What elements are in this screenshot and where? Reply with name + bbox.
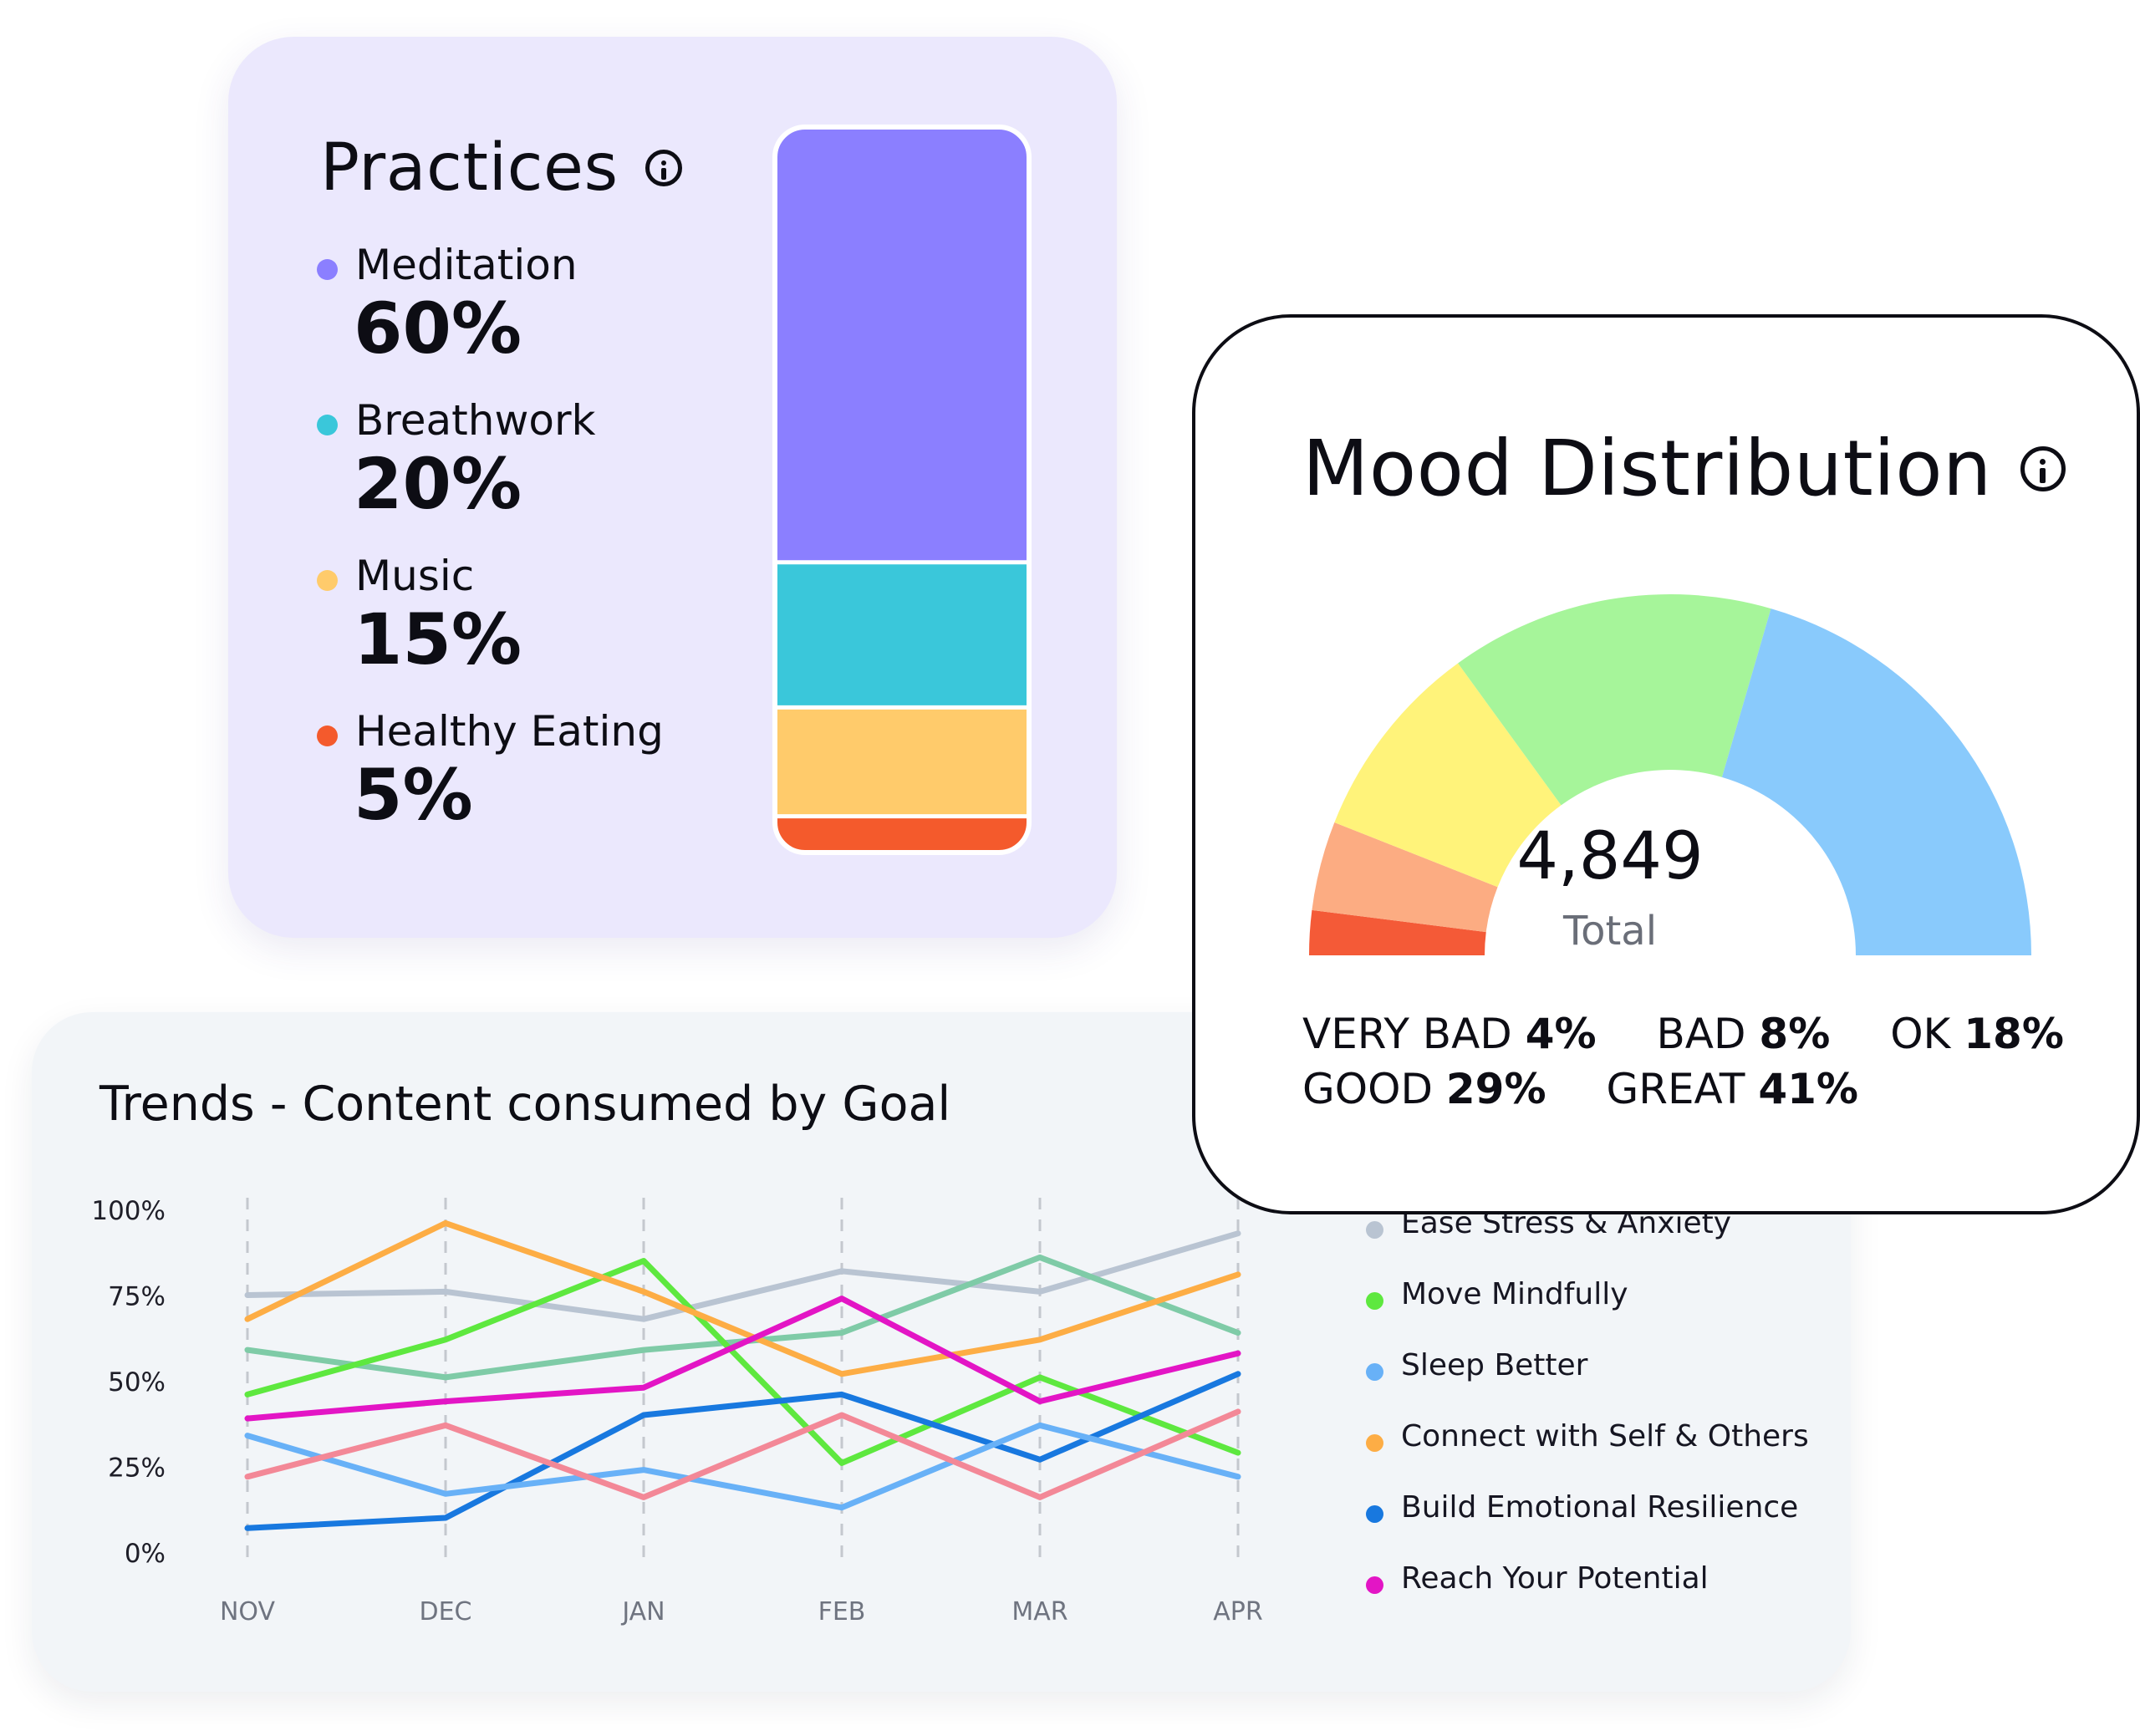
mood-gauge bbox=[1309, 594, 2031, 955]
info-icon[interactable] bbox=[2020, 445, 2066, 491]
x-tick-label: NOV bbox=[220, 1597, 276, 1627]
series-line-6[interactable] bbox=[244, 1422, 1241, 1511]
mood-stat-bad: BAD 8% bbox=[1656, 1010, 1831, 1058]
practice-label: Healthy Eating bbox=[355, 707, 664, 756]
gauge-segment-very-bad[interactable] bbox=[1309, 909, 1486, 955]
y-tick-label: 25% bbox=[108, 1453, 166, 1484]
mood-total-label: Total bbox=[1562, 908, 1658, 955]
mood-stat-great: GREAT 41% bbox=[1606, 1065, 1859, 1113]
series-line-3[interactable] bbox=[244, 1219, 1241, 1377]
legend-swatch bbox=[1366, 1505, 1383, 1523]
series-line-4[interactable] bbox=[244, 1296, 1241, 1422]
trend-legend-label: Reach Your Potential bbox=[1401, 1561, 1709, 1596]
y-tick-label: 50% bbox=[108, 1367, 166, 1397]
practice-label: Music bbox=[355, 552, 475, 600]
series-line-0[interactable] bbox=[244, 1230, 1241, 1322]
legend-swatch bbox=[317, 725, 338, 746]
mood-distribution-card: Mood Distribution 4,849 Total VERY BAD 4… bbox=[1192, 314, 2140, 1214]
bar-segment-music[interactable] bbox=[775, 707, 1029, 817]
bar-segment-healthy-eating[interactable] bbox=[775, 816, 1029, 853]
trend-legend-label: Build Emotional Resilience bbox=[1401, 1490, 1799, 1525]
practice-percent: 5% bbox=[354, 754, 473, 836]
practices-card: Practices Meditation 60% Breathwork 20% … bbox=[228, 37, 1117, 938]
series-line-5[interactable] bbox=[244, 1371, 1241, 1531]
practices-stacked-bar bbox=[772, 125, 1032, 855]
bar-outline bbox=[772, 125, 1032, 855]
trends-card: Trends - Content consumed by Goal 100% 75… bbox=[32, 1012, 1851, 1692]
bar-segment-meditation[interactable] bbox=[775, 127, 1029, 563]
legend-swatch bbox=[317, 415, 338, 435]
trend-legend-label: Move Mindfully bbox=[1401, 1277, 1628, 1311]
gauge-segment-good[interactable] bbox=[1458, 594, 1771, 806]
mood-stat-very-bad: VERY BAD 4% bbox=[1302, 1010, 1597, 1058]
practices-title: Practices bbox=[320, 130, 619, 206]
practice-percent: 20% bbox=[354, 443, 522, 525]
mood-total-value: 4,849 bbox=[1516, 819, 1704, 894]
gauge-segment-great[interactable] bbox=[1721, 608, 2031, 955]
practice-percent: 15% bbox=[354, 598, 522, 680]
legend-swatch bbox=[1366, 1292, 1383, 1310]
bar-segment-breathwork[interactable] bbox=[775, 562, 1029, 708]
practice-label: Breathwork bbox=[355, 396, 596, 445]
y-tick-label: 75% bbox=[108, 1282, 166, 1312]
legend-swatch bbox=[1366, 1434, 1383, 1452]
series-line-2[interactable] bbox=[244, 1258, 1241, 1466]
legend-swatch bbox=[317, 570, 338, 591]
x-tick-label: APR bbox=[1213, 1597, 1262, 1627]
gauge-segment-bad[interactable] bbox=[1312, 822, 1498, 933]
x-tick-label: JAN bbox=[620, 1597, 665, 1627]
legend-swatch bbox=[1366, 1221, 1383, 1239]
legend-swatch bbox=[1366, 1363, 1383, 1381]
x-tick-label: FEB bbox=[818, 1597, 866, 1627]
mood-stat-ok: OK 18% bbox=[1890, 1010, 2064, 1058]
trend-legend-label: Connect with Self & Others bbox=[1401, 1419, 1809, 1453]
practice-percent: 60% bbox=[354, 288, 522, 369]
x-tick-label: DEC bbox=[419, 1597, 471, 1627]
trend-legend-label: Sleep Better bbox=[1401, 1348, 1588, 1382]
practice-label: Meditation bbox=[355, 241, 578, 289]
info-icon[interactable] bbox=[645, 150, 682, 186]
y-tick-label: 100% bbox=[91, 1196, 166, 1226]
mood-header: Mood Distribution bbox=[1302, 424, 2066, 513]
legend-swatch bbox=[1366, 1576, 1383, 1594]
mood-stat-good: GOOD 29% bbox=[1302, 1065, 1546, 1113]
legend-swatch bbox=[317, 259, 338, 280]
y-tick-label: 0% bbox=[125, 1539, 166, 1569]
trends-title: Trends - Content consumed by Goal bbox=[99, 1077, 951, 1132]
practices-header: Practices bbox=[320, 130, 682, 206]
gauge-segment-ok[interactable] bbox=[1334, 663, 1562, 888]
series-line-7[interactable] bbox=[244, 1408, 1241, 1500]
x-tick-label: MAR bbox=[1011, 1597, 1067, 1627]
mood-stats: VERY BAD 4% BAD 8% OK 18% GOOD 29% GREAT… bbox=[1302, 1010, 2111, 1120]
mood-title: Mood Distribution bbox=[1302, 424, 1992, 513]
trends-line-chart: 100% 75% 50% 25% 0% NOV DEC JAN FEB MAR APR bbox=[91, 1196, 1262, 1627]
